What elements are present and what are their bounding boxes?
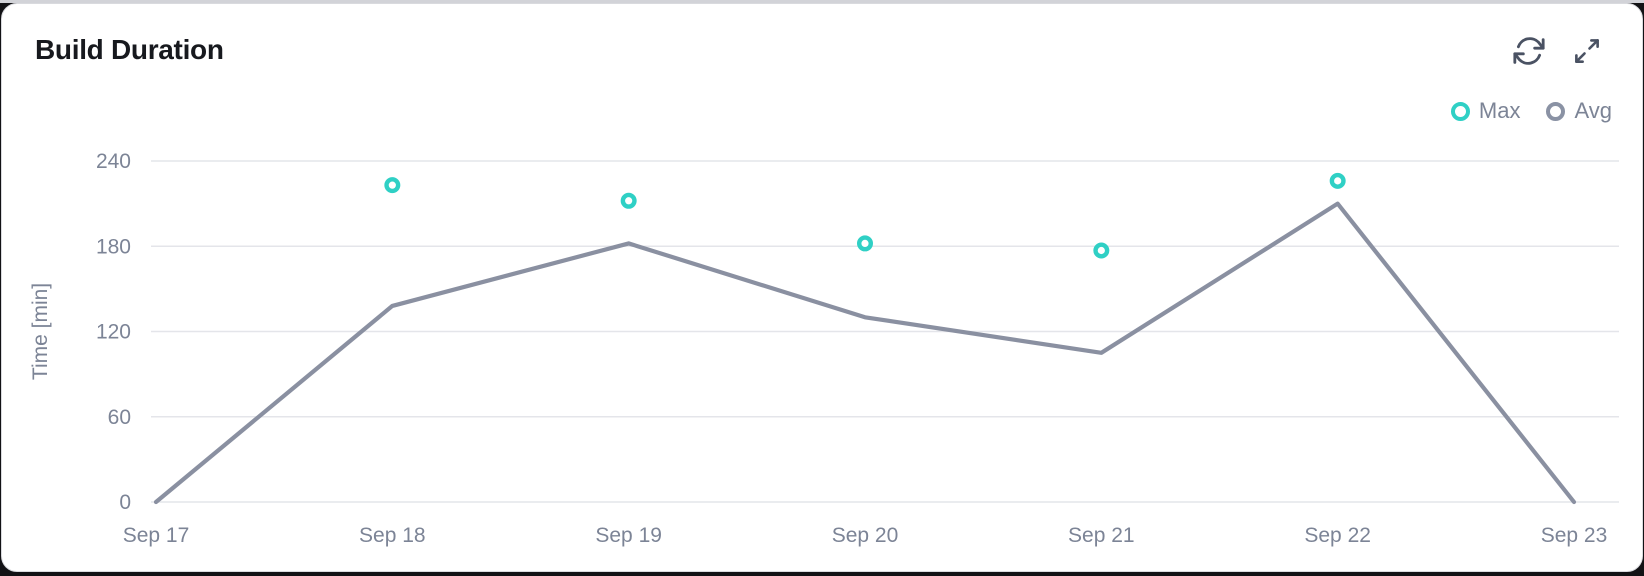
max-data-point[interactable]	[620, 192, 637, 209]
y-tick-label: 240	[96, 150, 131, 173]
x-axis-label: Sep 23	[1541, 524, 1608, 547]
legend-label-max: Max	[1478, 98, 1521, 123]
y-tick-label: 180	[96, 235, 131, 258]
max-data-point[interactable]	[1329, 172, 1346, 189]
x-axis-label: Sep 21	[1068, 524, 1135, 547]
build-duration-card: Build Duration Max Avg	[1, 3, 1643, 572]
refresh-icon	[1513, 37, 1545, 65]
max-data-point[interactable]	[857, 235, 874, 252]
avg-line-series	[153, 201, 1577, 505]
x-axis-label: Sep 20	[832, 524, 899, 547]
expand-button[interactable]	[1566, 30, 1608, 72]
legend-item-max[interactable]: Max	[1450, 98, 1521, 124]
legend: Max Avg	[1450, 98, 1612, 124]
y-tick-label: 0	[119, 491, 131, 514]
chart-actions	[1508, 30, 1608, 72]
max-data-point[interactable]	[384, 177, 401, 194]
legend-marker-avg-icon	[1546, 101, 1566, 121]
y-axis-title: Time [min]	[29, 283, 52, 380]
legend-marker-max-icon	[1450, 101, 1470, 121]
chart-canvas: 0 60 120 180 240 Sep 17 Sep 18 Sep 19 Sep 20 Sep …	[29, 150, 1619, 547]
x-axis-label: Sep 18	[359, 524, 426, 547]
legend-label-avg: Avg	[1574, 98, 1612, 123]
x-axis-label: Sep 22	[1304, 524, 1371, 547]
page-top-strip	[0, 0, 1644, 3]
x-axis-label: Sep 19	[595, 524, 662, 547]
y-tick-label: 120	[96, 321, 131, 344]
expand-icon	[1575, 39, 1599, 63]
chart-title: Build Duration	[35, 34, 224, 65]
x-axis-label: Sep 17	[123, 524, 190, 547]
refresh-button[interactable]	[1508, 30, 1550, 72]
max-data-point[interactable]	[1093, 242, 1110, 259]
legend-item-avg[interactable]: Avg	[1546, 98, 1612, 124]
y-tick-label: 60	[108, 406, 131, 429]
